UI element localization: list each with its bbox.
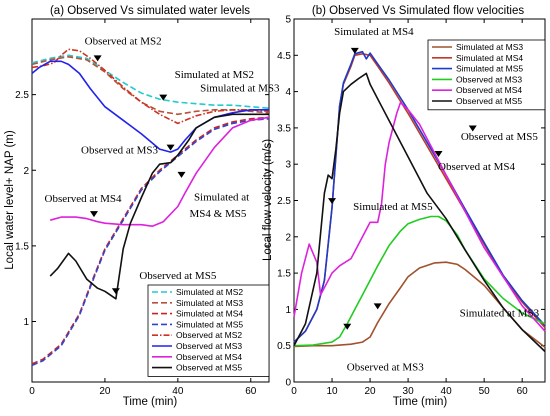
y-tick-label: 1	[23, 317, 29, 328]
x-tick-label: 60	[517, 386, 529, 397]
annotation-simulated-at: Simulated at	[194, 192, 249, 204]
annotation-observed-at-ms2: Observed at MS2	[85, 36, 162, 48]
annotation-arrow-icon	[111, 288, 120, 295]
annotation-arrow-icon	[177, 171, 186, 178]
legend-label-observed-at-ms4: Observed at MS4	[456, 85, 522, 95]
annotation-simulated-at-ms3: Simulated at MS3	[460, 308, 540, 320]
legend-label-simulated-at-ms3: Simulated at MS3	[176, 298, 243, 308]
legend-box	[427, 39, 546, 111]
panel-a-annotations: Observed at MS2 Simulated at MS2 Simulated…	[45, 36, 280, 295]
y-tick-label: 3.5	[277, 123, 291, 134]
x-tick-label: 40	[441, 386, 453, 397]
legend-label-simulated-at-ms5: Simulated at MS5	[456, 64, 523, 74]
y-tick-label: 4.5	[277, 51, 291, 62]
annotation-observed-at-ms4: Observed at MS4	[438, 161, 515, 173]
y-tick-label: 2.5	[15, 90, 29, 101]
panel-b-chart: (b) Observed Vs Simulated flow velocitie…	[262, 5, 546, 408]
legend-label-simulated-at-ms2: Simulated at MS2	[176, 287, 243, 297]
y-tick-label: 1	[285, 305, 291, 316]
series-line-simulated-at-ms5	[31, 118, 270, 367]
panel-a-ylabel: Local water level+ NAP (m)	[4, 130, 16, 270]
panel-a-chart: (a) Observed Vs simulated water levels T…	[4, 5, 280, 408]
panel-b-xlabel: Time (min)	[393, 396, 448, 408]
annotation-ms4-ms5: MS4 & MS5	[190, 208, 247, 220]
x-tick-label: 0	[29, 386, 35, 397]
series-line-observed-at-ms5	[293, 72, 546, 353]
panel-b-title: (b) Observed Vs Simulated flow velocitie…	[312, 5, 524, 17]
annotation-arrow-icon	[468, 125, 477, 132]
y-tick-label: 0.5	[277, 341, 291, 352]
annotation-observed-at-ms4: Observed at MS4	[45, 193, 122, 205]
x-tick-label: 60	[245, 386, 257, 397]
panel-a-ticks: 0 20 40 60 1 1.5 2 2.5	[15, 19, 269, 397]
y-tick-label: 1.5	[277, 269, 291, 280]
y-tick-label: 5	[285, 15, 291, 26]
series-line-observed-at-ms4	[293, 101, 546, 332]
series-line-observed-at-ms2	[31, 48, 270, 125]
annotation-arrow-icon	[89, 211, 98, 218]
legend-label-observed-at-ms4: Observed at MS4	[176, 352, 242, 362]
annotation-arrow-icon	[93, 55, 102, 62]
y-tick-label: 0	[285, 378, 291, 389]
y-tick-label: 4	[285, 87, 291, 98]
legend-label-simulated-at-ms3: Simulated at MS3	[456, 42, 523, 52]
annotation-arrow-icon	[434, 150, 443, 157]
x-tick-label: 0	[291, 386, 297, 397]
y-tick-label: 1.5	[15, 241, 29, 252]
panel-a-xlabel: Time (min)	[123, 396, 178, 408]
annotation-observed-at-ms3: Observed at MS3	[81, 145, 158, 157]
x-tick-label: 20	[364, 386, 376, 397]
annotation-arrow-icon	[159, 94, 168, 101]
series-line-simulated-at-ms5	[293, 50, 546, 343]
panel-b-series	[293, 50, 546, 353]
annotation-arrow-icon	[343, 323, 352, 330]
legend-label-simulated-at-ms5: Simulated at MS5	[176, 319, 243, 329]
legend-label-observed-at-ms3: Observed at MS3	[456, 74, 522, 84]
panel-a-title: (a) Observed Vs simulated water levels	[50, 5, 250, 17]
panel-a-series	[31, 48, 270, 367]
x-tick-label: 40	[172, 386, 184, 397]
legend-box	[147, 284, 270, 377]
annotation-observed-at-ms5: Observed at MS5	[461, 131, 538, 143]
series-line-simulated-at-ms3	[293, 261, 546, 348]
annotation-observed-at-ms3: Observed at MS3	[347, 361, 424, 373]
y-tick-label: 2.5	[277, 196, 291, 207]
panel-b-ylabel: Local flow velocity (m/s)	[262, 139, 274, 261]
series-line-observed-at-ms5	[49, 113, 269, 300]
x-tick-label: 20	[99, 386, 111, 397]
series-line-simulated-at-ms2	[31, 54, 270, 109]
annotation-arrow-icon	[166, 144, 175, 151]
panel-b-ticks: 0 10 20 30 40 50 60 0 0.5 1 1.5 2 2.5 3 3.5 4 4.5 5	[277, 15, 545, 397]
legend-label-simulated-at-ms4: Simulated at MS4	[456, 53, 523, 63]
legend-label-observed-at-ms5: Observed at MS5	[456, 96, 522, 106]
legend-label-observed-at-ms5: Observed at MS5	[176, 363, 242, 373]
annotation-simulated-at-ms5: Simulated at MS5	[353, 201, 433, 213]
y-tick-label: 2	[285, 232, 291, 243]
x-tick-label: 30	[403, 386, 415, 397]
x-tick-label: 50	[479, 386, 491, 397]
legend-label-observed-at-ms2: Observed at MS2	[176, 330, 242, 340]
annotation-simulated-at-ms4: Simulated at MS4	[334, 26, 414, 38]
y-tick-label: 2	[23, 166, 29, 177]
annotation-simulated-at-ms3: Simulated at MS3	[200, 83, 280, 95]
legend-label-simulated-at-ms4: Simulated at MS4	[176, 309, 243, 319]
annotation-arrow-icon	[350, 47, 359, 54]
series-line-simulated-at-ms3	[31, 56, 270, 116]
series-line-observed-at-ms4	[49, 116, 270, 227]
x-tick-label: 10	[326, 386, 338, 397]
annotation-arrow-icon	[328, 198, 337, 205]
annotation-arrow-icon	[373, 303, 382, 310]
y-tick-label: 3	[285, 160, 291, 171]
annotation-observed-at-ms5: Observed at MS5	[139, 270, 216, 282]
annotation-simulated-at-ms2: Simulated at MS2	[175, 69, 254, 81]
legend-label-observed-at-ms3: Observed at MS3	[176, 341, 242, 351]
